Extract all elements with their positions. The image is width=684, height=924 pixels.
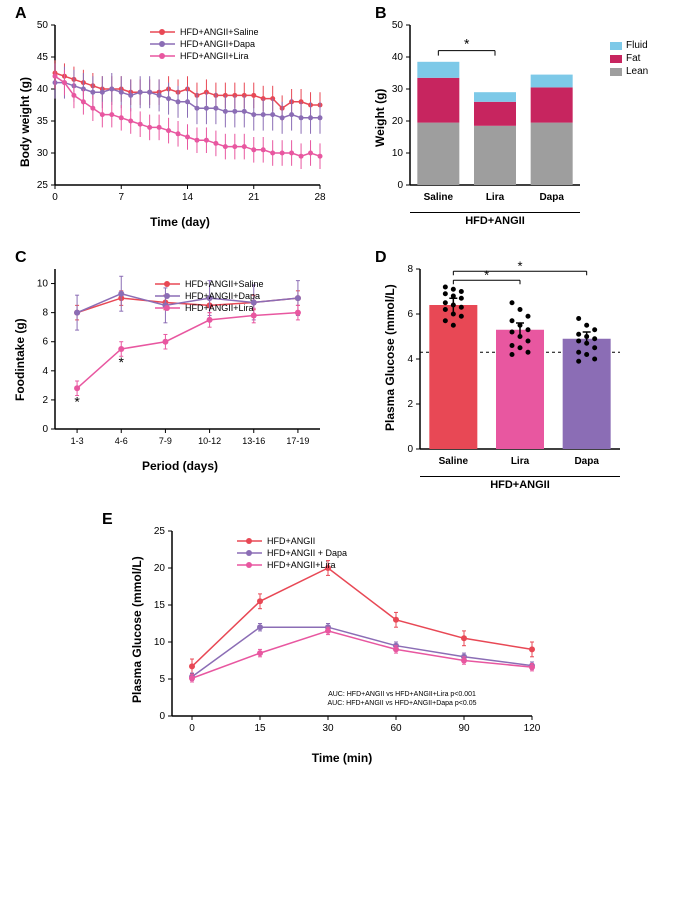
svg-text:10: 10 — [392, 148, 404, 159]
panel-a-xlabel: Time (day) — [10, 215, 350, 229]
panel-c-ylabel: Foodintake (g) — [13, 301, 27, 401]
svg-text:*: * — [119, 354, 125, 370]
svg-text:17-19: 17-19 — [286, 436, 309, 446]
svg-text:2: 2 — [42, 395, 48, 406]
panel-b-legend: FluidFatLean — [610, 40, 648, 227]
svg-text:20: 20 — [392, 116, 404, 127]
svg-text:HFD+ANGII+Lira: HFD+ANGII+Lira — [180, 51, 249, 61]
svg-text:HFD+ANGII+Dapa: HFD+ANGII+Dapa — [180, 39, 255, 49]
svg-text:21: 21 — [248, 192, 260, 203]
svg-text:25: 25 — [154, 526, 166, 537]
svg-text:1-3: 1-3 — [71, 436, 84, 446]
panel-e-svg: 0 5 10 15 20 25 0 15 30 60 90 120 HFD+ANGII HFD+ANGII… — [117, 516, 547, 746]
svg-text:AUC: HFD+ANGII vs HFD+ANGII+Li: AUC: HFD+ANGII vs HFD+ANGII+Lira p<0.001 — [328, 691, 476, 698]
svg-text:14: 14 — [182, 192, 194, 203]
panel-a-svg: 25 30 35 40 45 50 0 7 14 21 28 HFD+ANGII+Saline HFD+… — [10, 10, 330, 210]
figure: A Body weight (g) 25303540455007142128HF… — [0, 0, 684, 800]
svg-text:15: 15 — [254, 723, 266, 734]
svg-text:Lira: Lira — [511, 456, 530, 467]
panel-d-grouplabel: HFD+ANGII — [420, 476, 620, 491]
panel-b-ylabel: Weight (g) — [373, 67, 387, 147]
svg-text:10-12: 10-12 — [198, 436, 221, 446]
svg-text:6: 6 — [407, 309, 413, 320]
svg-text:HFD+ANGII+Lira: HFD+ANGII+Lira — [267, 560, 336, 570]
svg-text:HFD+ANGII + Dapa: HFD+ANGII + Dapa — [267, 548, 347, 558]
svg-text:2: 2 — [407, 399, 413, 410]
svg-text:4: 4 — [42, 366, 48, 377]
svg-text:40: 40 — [37, 84, 49, 95]
svg-text:30: 30 — [37, 148, 49, 159]
panel-e-label: E — [102, 511, 113, 529]
panel-e-xlabel: Time (min) — [117, 751, 567, 765]
svg-text:0: 0 — [52, 192, 58, 203]
panel-b-grouplabel: HFD+ANGII — [410, 212, 580, 227]
svg-text:10: 10 — [154, 637, 166, 648]
svg-text:0: 0 — [189, 723, 195, 734]
svg-text:6: 6 — [42, 337, 48, 348]
panel-e: E Plasma Glucose (mmol/L) 05101520250153… — [117, 516, 567, 765]
svg-text:8: 8 — [42, 308, 48, 319]
panel-d-ylabel: Plasma Glucose (mmol/L) — [383, 271, 397, 431]
svg-text:Saline: Saline — [424, 192, 454, 203]
svg-text:13-16: 13-16 — [242, 436, 265, 446]
svg-text:0: 0 — [42, 424, 48, 435]
panel-a: A Body weight (g) 25303540455007142128HF… — [10, 10, 350, 229]
svg-text:4: 4 — [407, 354, 413, 365]
svg-text:*: * — [484, 267, 489, 282]
svg-text:120: 120 — [524, 723, 541, 734]
svg-text:8: 8 — [407, 264, 413, 275]
svg-text:*: * — [464, 36, 470, 52]
svg-text:Saline: Saline — [439, 456, 469, 467]
svg-text:0: 0 — [397, 180, 403, 191]
svg-text:HFD+ANGII: HFD+ANGII — [267, 536, 315, 546]
svg-text:HFD+ANGII+Dapa: HFD+ANGII+Dapa — [185, 291, 260, 301]
svg-text:90: 90 — [458, 723, 470, 734]
svg-text:35: 35 — [37, 116, 49, 127]
svg-text:Lira: Lira — [486, 192, 505, 203]
svg-text:*: * — [517, 258, 522, 273]
svg-text:15: 15 — [154, 600, 166, 611]
svg-text:25: 25 — [37, 180, 49, 191]
svg-text:HFD+ANGII+Lira: HFD+ANGII+Lira — [185, 303, 254, 313]
svg-text:HFD+ANGII+Saline: HFD+ANGII+Saline — [185, 279, 264, 289]
panel-b-svg: 0 10 20 30 40 50 Saline Lira Dapa * — [370, 10, 600, 210]
svg-text:HFD+ANGII+Saline: HFD+ANGII+Saline — [180, 27, 259, 37]
panel-c-xlabel: Period (days) — [10, 459, 350, 473]
svg-text:28: 28 — [314, 192, 326, 203]
svg-text:Dapa: Dapa — [574, 456, 599, 467]
svg-text:7: 7 — [118, 192, 124, 203]
svg-text:30: 30 — [322, 723, 334, 734]
panel-b: B Weight (g) 01020304050SalineLiraDapa* … — [370, 10, 670, 229]
svg-text:0: 0 — [159, 711, 165, 722]
panel-c-svg: 0 2 4 6 8 10 1-3 4-6 7-9 10-12 13-16 17-19 * * HFD+ANG… — [10, 254, 330, 454]
svg-text:7-9: 7-9 — [159, 436, 172, 446]
svg-text:10: 10 — [37, 279, 49, 290]
svg-text:50: 50 — [392, 20, 404, 31]
panel-d-svg: 0 2 4 6 8 Saline Lira Dapa * * — [370, 254, 640, 474]
svg-text:5: 5 — [159, 674, 165, 685]
svg-text:*: * — [74, 393, 80, 409]
svg-text:60: 60 — [390, 723, 402, 734]
panel-d: D Plasma Glucose (mmol/L) 02468SalineLir… — [370, 254, 670, 491]
svg-text:Dapa: Dapa — [539, 192, 564, 203]
svg-text:0: 0 — [407, 444, 413, 455]
svg-text:30: 30 — [392, 84, 404, 95]
panel-a-ylabel: Body weight (g) — [18, 47, 32, 167]
svg-text:40: 40 — [392, 52, 404, 63]
svg-text:4-6: 4-6 — [115, 436, 128, 446]
svg-text:AUC: HFD+ANGII vs HFD+ANGII+Da: AUC: HFD+ANGII vs HFD+ANGII+Dapa p<0.05 — [328, 700, 477, 707]
panel-e-ylabel: Plasma Glucose (mmol/L) — [130, 543, 144, 703]
panel-c: C Foodintake (g) 02468101-34-67-910-1213… — [10, 254, 350, 491]
svg-text:45: 45 — [37, 52, 49, 63]
svg-text:50: 50 — [37, 20, 49, 31]
svg-text:20: 20 — [154, 563, 166, 574]
